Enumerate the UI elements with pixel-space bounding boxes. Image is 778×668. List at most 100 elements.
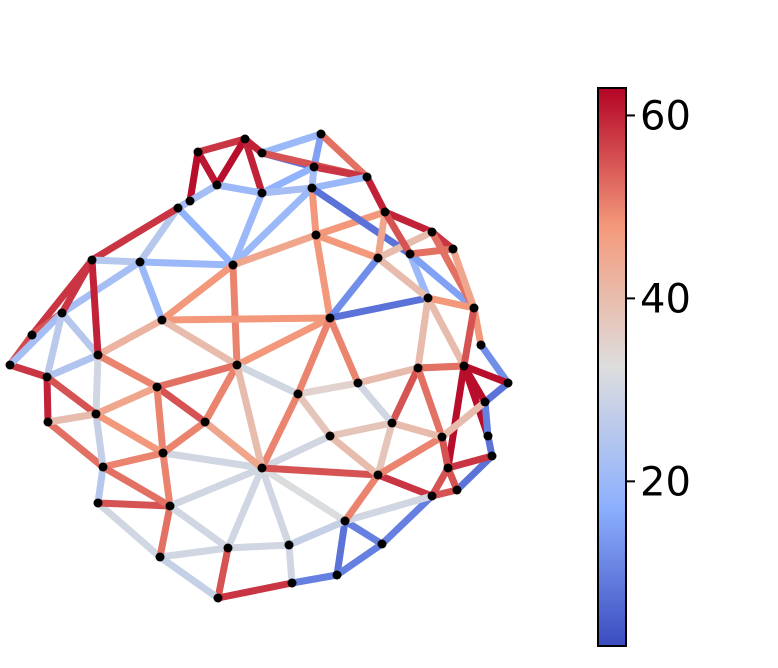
- network-edge: [341, 471, 382, 525]
- network-node: [353, 378, 363, 388]
- network-node: [452, 485, 462, 495]
- network-node: [387, 418, 397, 428]
- network-edge: [159, 418, 209, 457]
- network-edge: [354, 364, 422, 387]
- network-edge: [438, 433, 452, 472]
- network-node: [43, 417, 53, 427]
- network-edge: [88, 204, 182, 264]
- network-edge: [326, 432, 382, 479]
- network-edge: [258, 432, 334, 472]
- network-edge: [294, 379, 362, 398]
- colorbar-gradient: [597, 87, 627, 647]
- network-edge: [414, 364, 446, 441]
- network-edge: [233, 361, 302, 398]
- network-node: [413, 363, 423, 373]
- network-edge: [186, 181, 221, 205]
- network-edge: [381, 208, 436, 236]
- network-edge: [258, 130, 325, 157]
- network-edge: [159, 449, 174, 510]
- network-node: [57, 308, 67, 318]
- network-edge: [374, 419, 396, 479]
- network-edge: [460, 304, 478, 370]
- network-node: [257, 463, 267, 473]
- network-edge: [174, 204, 237, 269]
- network-edge: [285, 517, 349, 549]
- network-node: [287, 578, 297, 588]
- network-edge: [308, 173, 371, 192]
- network-edge: [374, 433, 446, 479]
- network-node: [443, 463, 453, 473]
- network-nodes: [5, 129, 513, 603]
- network-node: [193, 147, 203, 157]
- network-node: [87, 255, 97, 265]
- network-node: [311, 230, 321, 240]
- network-edge: [233, 314, 334, 369]
- network-edge: [43, 373, 52, 426]
- network-edge: [58, 309, 102, 359]
- network-edge: [88, 256, 102, 359]
- network-edge: [92, 410, 167, 457]
- network-edge: [43, 373, 100, 418]
- network-edge: [156, 544, 232, 561]
- network-node: [373, 253, 383, 263]
- network-edge: [258, 464, 293, 549]
- colorbar-tick-label: 40: [640, 276, 691, 322]
- network-edge: [159, 449, 266, 472]
- network-edge: [308, 184, 414, 258]
- network-edge: [94, 499, 164, 561]
- network-edge: [136, 258, 166, 324]
- network-edge: [241, 135, 266, 197]
- network-edge: [92, 351, 102, 418]
- network-edge: [166, 464, 266, 510]
- network-node: [316, 129, 326, 139]
- network-edge: [229, 231, 320, 269]
- network-edge: [288, 571, 341, 587]
- network-edge: [308, 184, 320, 239]
- network-node: [487, 451, 497, 461]
- network-edge: [229, 184, 316, 269]
- network-node: [185, 196, 195, 206]
- network-edge: [374, 254, 432, 302]
- network-edge: [326, 294, 432, 322]
- network-edge: [58, 256, 96, 317]
- network-node: [427, 491, 437, 501]
- network-edge: [6, 361, 51, 381]
- network-node: [98, 462, 108, 472]
- network-node: [325, 313, 335, 323]
- network-edge: [481, 379, 512, 406]
- network-edge: [428, 464, 452, 500]
- network-edge: [158, 261, 237, 324]
- network-edge: [258, 390, 302, 472]
- colorbar-tick-label: 60: [640, 93, 691, 139]
- network-edge: [156, 502, 174, 561]
- network-node: [228, 260, 238, 270]
- network-edge: [153, 383, 209, 426]
- network-node: [469, 303, 479, 313]
- network-edge: [326, 314, 362, 387]
- network-node: [173, 203, 183, 213]
- colorbar-ticks: 20 40 60: [626, 93, 691, 505]
- network-edge: [201, 418, 266, 472]
- network-node: [476, 340, 486, 350]
- network-edge: [438, 398, 489, 441]
- network-edge: [92, 383, 161, 418]
- network-node: [213, 593, 223, 603]
- network-node: [307, 183, 317, 193]
- network-node: [257, 148, 267, 158]
- network-node: [377, 539, 387, 549]
- network-edge: [294, 314, 334, 398]
- network-edge: [406, 245, 457, 258]
- network-edge: [312, 231, 382, 262]
- network-node: [93, 498, 103, 508]
- network-edge: [374, 208, 389, 262]
- network-edge: [406, 250, 478, 312]
- network-node: [158, 448, 168, 458]
- network-node: [380, 207, 390, 217]
- network-edge: [381, 208, 414, 258]
- network-node: [284, 540, 294, 550]
- network-edge: [341, 492, 436, 525]
- colorbar: 20 40 60: [597, 87, 691, 647]
- network-edge: [214, 544, 232, 602]
- network-edge: [88, 256, 144, 266]
- network-edge: [406, 250, 432, 302]
